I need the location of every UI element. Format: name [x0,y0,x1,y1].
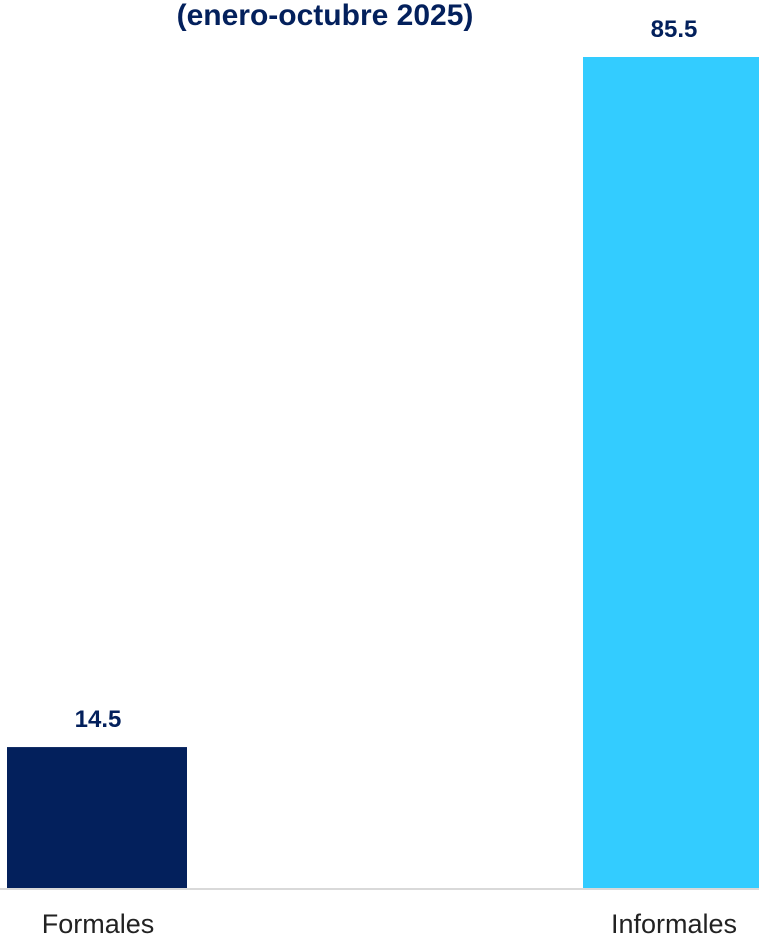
bar-informales [583,57,759,888]
data-label-informales: 85.5 [651,16,698,43]
bars-layer [7,57,759,888]
category-label-informales: Informales [611,909,737,939]
labels-layer: 14.5 Formales 85.5 Informales [42,16,737,939]
bar-formales [7,747,187,888]
data-label-formales: 14.5 [75,706,122,733]
chart-title: (enero-octubre 2025) [177,0,474,32]
category-label-formales: Formales [42,909,155,939]
